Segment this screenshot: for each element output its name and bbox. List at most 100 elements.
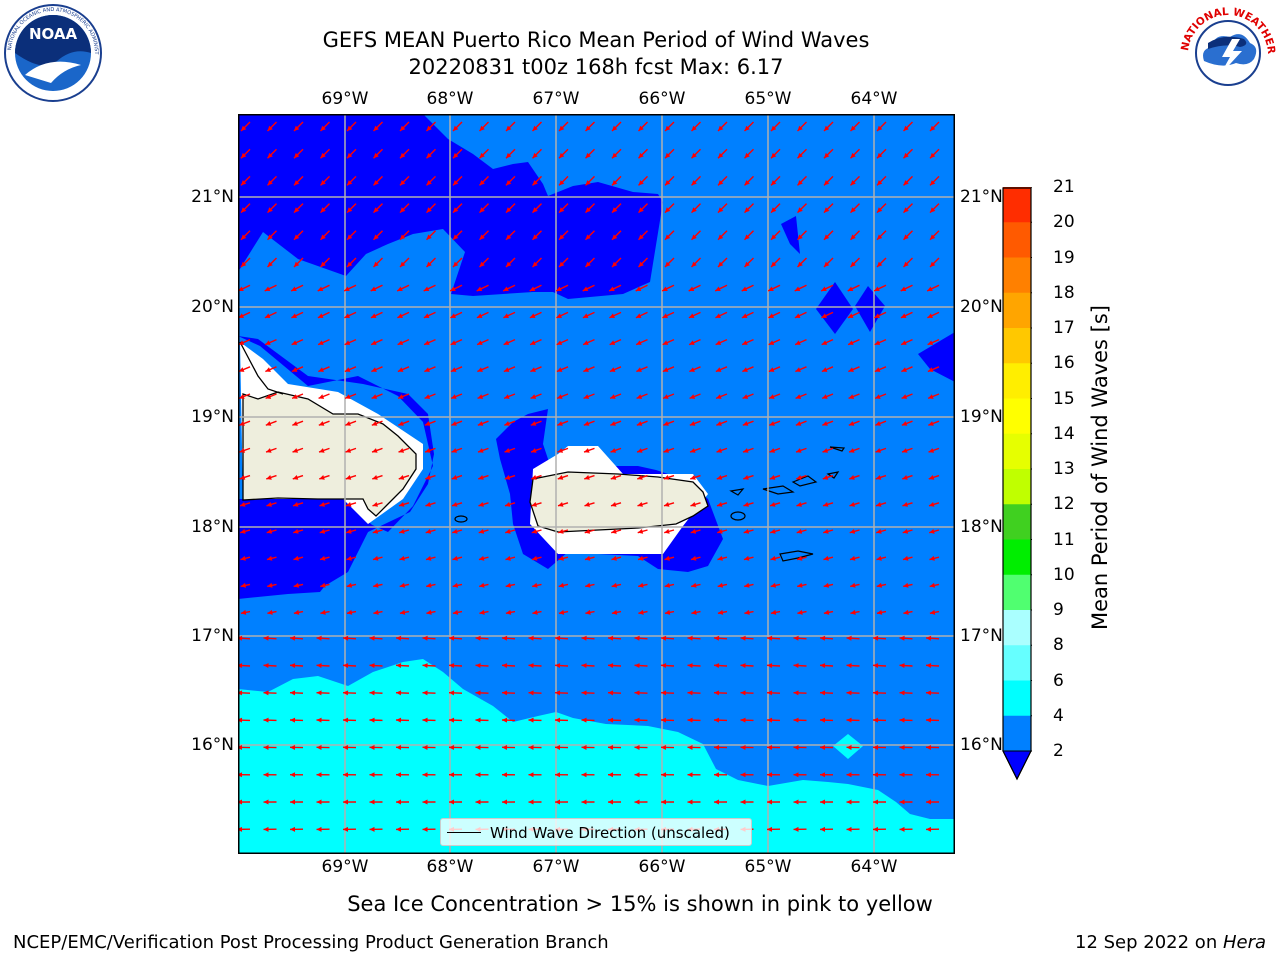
wind-wave-arrow <box>554 690 569 696</box>
wind-wave-arrow <box>900 338 913 346</box>
wind-wave-arrow <box>369 799 383 805</box>
wind-wave-arrow <box>320 609 330 615</box>
lon-label-top: 69°W <box>321 89 369 109</box>
lon-label-top: 67°W <box>532 89 580 109</box>
wind-wave-arrow <box>713 635 728 641</box>
wind-wave-arrow <box>316 826 330 832</box>
lat-label-right: 16°N <box>960 735 1003 755</box>
wind-wave-arrow <box>846 663 860 669</box>
noaa-logo-icon: NOAA NATIONAL OCEANIC AND ATMOSPHERIC AD… <box>0 0 102 102</box>
wind-wave-arrow <box>769 447 781 453</box>
wind-wave-arrow <box>925 690 940 696</box>
wind-wave-arrow <box>342 744 357 750</box>
wind-wave-arrow <box>848 420 860 426</box>
wind-wave-arrow <box>797 582 807 588</box>
wind-wave-arrow <box>607 663 622 669</box>
wind-wave-arrow <box>636 393 648 400</box>
wind-wave-arrow <box>501 772 516 778</box>
wind-wave-arrow <box>423 284 436 292</box>
wind-wave-arrow <box>372 528 383 534</box>
wind-wave-arrow <box>928 420 940 426</box>
wind-wave-arrow <box>369 663 383 669</box>
wind-wave-arrow <box>264 338 277 346</box>
wind-wave-arrow <box>927 366 940 373</box>
wind-wave-arrow <box>452 555 463 561</box>
wind-wave-arrow <box>318 366 330 373</box>
wind-wave-arrow <box>292 420 304 426</box>
wind-wave-arrow <box>581 744 595 750</box>
wind-wave-arrow <box>766 744 781 750</box>
wind-wave-arrow <box>846 635 860 641</box>
wind-wave-arrow <box>342 799 357 805</box>
wind-wave-arrow <box>899 690 913 696</box>
wind-wave-arrow <box>476 284 489 292</box>
wind-wave-arrow <box>505 203 516 214</box>
wind-wave-arrow <box>607 799 622 805</box>
wind-wave-arrow <box>901 447 913 453</box>
wind-wave-arrow <box>795 447 807 453</box>
wind-wave-arrow <box>583 393 595 400</box>
wind-wave-arrow <box>899 772 913 778</box>
wind-wave-arrow <box>505 582 516 588</box>
wind-wave-arrow <box>743 501 754 507</box>
wind-wave-arrow <box>267 175 277 186</box>
wind-wave-arrow <box>582 311 595 319</box>
wind-wave-arrow <box>293 175 304 186</box>
chart-title-line1: GEFS MEAN Puerto Rico Mean Period of Win… <box>322 28 870 52</box>
wind-wave-arrow <box>422 663 436 669</box>
wind-wave-arrow <box>319 474 330 480</box>
wind-wave-arrow <box>289 663 304 669</box>
wind-wave-arrow <box>399 528 410 534</box>
wind-wave-arrow <box>850 148 860 159</box>
wind-wave-arrow <box>823 609 834 615</box>
wind-wave-arrow <box>501 663 516 669</box>
wind-wave-arrow <box>660 744 675 750</box>
wind-wave-arrow <box>903 175 913 186</box>
wind-wave-arrow <box>449 284 463 292</box>
colorbar-band <box>1003 504 1031 540</box>
wind-wave-arrow <box>742 447 754 453</box>
colorbar-tick-label: 20 <box>1053 212 1075 233</box>
wind-wave-arrow <box>504 501 516 507</box>
wind-wave-arrow <box>796 501 807 507</box>
wind-wave-arrow <box>690 501 701 507</box>
wind-wave-arrow <box>634 690 648 696</box>
wind-wave-arrow <box>610 474 622 480</box>
wind-wave-arrow <box>531 528 542 534</box>
wind-wave-arrow <box>929 582 940 588</box>
wind-wave-arrow <box>848 447 860 453</box>
wind-wave-arrow <box>425 555 436 561</box>
wind-wave-arrow <box>558 609 569 615</box>
wind-wave-arrow <box>556 338 569 346</box>
wind-wave-arrow <box>819 663 834 669</box>
wind-wave-arrow <box>662 338 675 346</box>
wind-wave-arrow <box>528 635 542 641</box>
wind-wave-arrow <box>794 338 807 346</box>
wind-wave-arrow <box>607 717 622 723</box>
wind-wave-arrow <box>581 663 595 669</box>
wind-wave-arrow <box>265 393 277 400</box>
wind-wave-arrow <box>422 826 436 832</box>
wind-wave-arrow <box>661 284 675 292</box>
wind-wave-arrow <box>238 311 251 319</box>
map-grid <box>238 114 955 854</box>
wind-wave-arrow <box>663 447 675 453</box>
wind-wave-arrow <box>505 609 516 615</box>
wind-wave-arrow <box>528 772 542 778</box>
wind-wave-arrow <box>876 555 887 561</box>
wind-wave-arrow <box>398 501 410 507</box>
wind-wave-arrow <box>849 501 860 507</box>
wind-wave-arrow <box>395 826 410 832</box>
wind-wave-arrow <box>796 555 807 561</box>
wind-wave-arrow <box>689 420 701 426</box>
wind-wave-arrow <box>476 311 489 319</box>
wind-wave-arrow <box>743 528 754 534</box>
wind-wave-arrow <box>874 393 887 400</box>
wind-wave-arrow <box>823 257 834 268</box>
wind-wave-arrow <box>265 420 277 426</box>
colorbar-band <box>1003 257 1031 294</box>
wind-wave-arrow <box>395 799 410 805</box>
wind-wave-arrow <box>267 582 277 588</box>
wind-wave-arrow <box>369 690 383 696</box>
wind-wave-arrow <box>797 609 807 615</box>
